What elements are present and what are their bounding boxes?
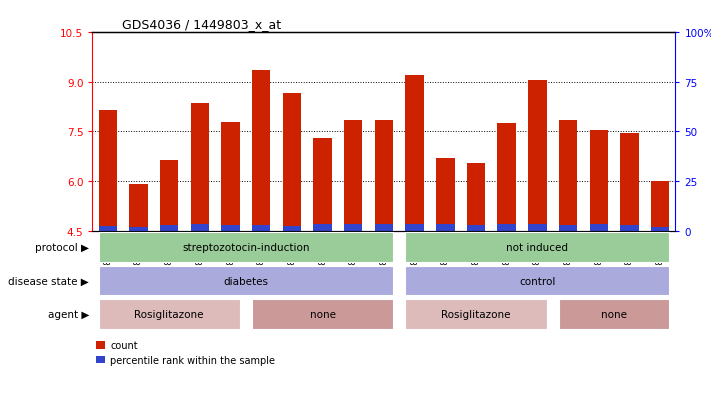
Bar	[405, 76, 424, 231]
Bar	[129, 185, 148, 231]
Bar	[344, 225, 363, 231]
Bar	[283, 226, 301, 231]
Bar	[528, 225, 547, 231]
Bar	[314, 139, 332, 231]
Text: none: none	[601, 309, 627, 319]
Bar	[405, 225, 424, 231]
Text: streptozotocin-induction: streptozotocin-induction	[182, 243, 309, 253]
Text: GDS4036 / 1449803_x_at: GDS4036 / 1449803_x_at	[122, 17, 281, 31]
Bar	[498, 124, 516, 231]
Bar	[498, 225, 516, 231]
Bar	[559, 225, 577, 231]
Text: count: count	[110, 340, 138, 350]
Bar	[436, 225, 454, 231]
Bar	[129, 227, 148, 231]
Text: agent ▶: agent ▶	[48, 309, 89, 319]
Bar	[99, 226, 117, 231]
Text: not induced: not induced	[506, 243, 568, 253]
Bar	[160, 160, 178, 231]
Bar	[559, 121, 577, 231]
Text: Rosiglitazone: Rosiglitazone	[134, 309, 204, 319]
Bar	[99, 111, 117, 231]
Bar	[375, 121, 393, 231]
Bar	[651, 227, 669, 231]
Bar	[221, 122, 240, 231]
Bar	[344, 121, 363, 231]
Text: disease state ▶: disease state ▶	[8, 276, 89, 286]
Bar	[436, 159, 454, 231]
Bar	[252, 225, 270, 231]
Bar	[528, 81, 547, 231]
Bar	[191, 225, 209, 231]
Bar	[620, 134, 638, 231]
Bar	[467, 164, 485, 231]
Bar	[589, 225, 608, 231]
Text: diabetes: diabetes	[223, 276, 268, 286]
Text: Rosiglitazone: Rosiglitazone	[442, 309, 510, 319]
Bar	[160, 225, 178, 231]
Bar	[467, 225, 485, 231]
Bar	[191, 104, 209, 231]
Text: control: control	[519, 276, 555, 286]
Bar	[651, 182, 669, 231]
Bar	[314, 225, 332, 231]
Bar	[252, 71, 270, 231]
Text: percentile rank within the sample: percentile rank within the sample	[110, 355, 275, 365]
Bar	[620, 225, 638, 231]
Bar	[221, 225, 240, 231]
Text: protocol ▶: protocol ▶	[35, 243, 89, 253]
Bar	[589, 131, 608, 231]
Bar	[375, 225, 393, 231]
Text: none: none	[309, 309, 336, 319]
Bar	[283, 94, 301, 231]
